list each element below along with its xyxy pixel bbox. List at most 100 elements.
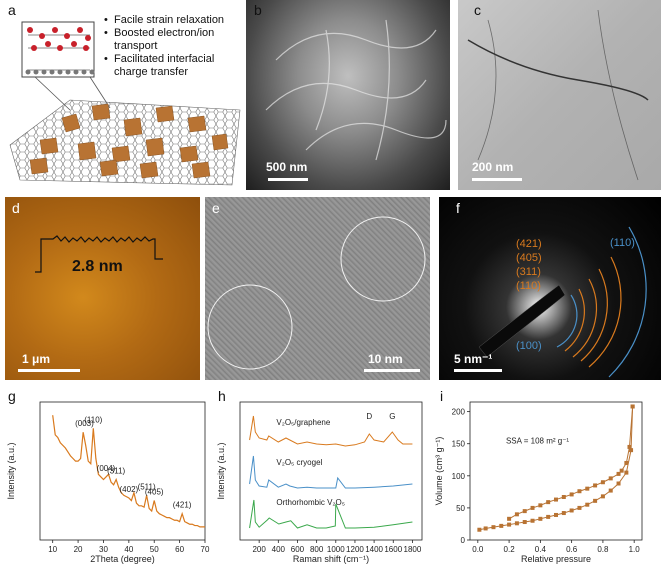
- raman-chart: 200 400 600 800 1000 1200 1400 1600 1800 V₂O₅/gra…: [216, 401, 423, 564]
- isotherm-point: [507, 522, 512, 527]
- x-tick-label: 10: [48, 545, 57, 554]
- isotherm-point: [477, 527, 482, 532]
- y-tick-label: 100: [452, 472, 466, 481]
- x-tick-label: 50: [150, 545, 159, 554]
- isotherm-point: [619, 468, 624, 473]
- peak-label: (003): [75, 419, 94, 428]
- x-axis-label: Raman shift (cm⁻¹): [293, 554, 369, 564]
- isotherm-point: [538, 503, 543, 508]
- xrd-line: [52, 415, 205, 528]
- ring-label: (421): [516, 238, 542, 250]
- isotherm-point: [491, 525, 496, 530]
- peak-label: (110): [84, 415, 102, 424]
- isotherm-point: [522, 520, 527, 525]
- raman-series-line: [249, 455, 413, 489]
- scale-bar-label: 10 nm: [368, 352, 403, 366]
- peak-label: (405): [145, 488, 164, 497]
- ring-label: (110): [610, 237, 635, 249]
- panel-f-label: f: [456, 200, 460, 216]
- y-tick-label: 50: [456, 504, 465, 513]
- isotherm-point: [514, 521, 519, 526]
- isotherm-point: [569, 508, 574, 513]
- xrd-chart: 10 20 30 40 50 60 70(003)(110)(004)(311)(402)(…: [6, 401, 210, 564]
- panel-b-label: b: [254, 2, 262, 18]
- series-label: V₂O₅/graphene: [276, 418, 330, 427]
- x-tick-label: 1800: [404, 545, 422, 554]
- isotherm-point: [629, 448, 634, 453]
- y-axis-label: Intensity (a.u.): [6, 442, 16, 499]
- ring-label: (311): [516, 266, 541, 278]
- isotherm-point: [577, 505, 582, 510]
- isotherm-point: [608, 476, 613, 481]
- isotherm-point: [507, 516, 512, 521]
- x-tick-label: 1000: [327, 545, 345, 554]
- y-axis-label: Intensity (a.u.): [216, 442, 226, 499]
- isotherm-line: [508, 406, 634, 520]
- isotherm-point: [616, 481, 621, 486]
- bullet-item: Facile strain relaxation: [104, 14, 244, 27]
- scale-bar: [18, 369, 80, 372]
- x-tick-label: 0.8: [597, 545, 609, 554]
- isotherm-point: [530, 505, 535, 510]
- peak-label: (421): [173, 501, 192, 510]
- x-tick-label: 30: [99, 545, 108, 554]
- isotherm-point: [561, 511, 566, 516]
- isotherm-point: [600, 480, 605, 485]
- isotherm-point: [546, 514, 551, 519]
- isotherm-point: [630, 404, 635, 409]
- isotherm-point: [593, 498, 598, 503]
- afm-image: [5, 197, 200, 380]
- band-label: G: [389, 412, 395, 421]
- scale-bar: [454, 369, 502, 372]
- band-label: D: [366, 412, 372, 421]
- raman-series-line: [249, 499, 413, 529]
- panel-e-label: e: [212, 200, 220, 216]
- x-tick-label: 1400: [365, 545, 383, 554]
- panel-c-label: c: [474, 2, 481, 18]
- isotherm-point: [624, 460, 629, 465]
- ring-label: (110): [516, 280, 541, 292]
- isotherm-point: [577, 489, 582, 494]
- hrtem-image: [205, 197, 430, 380]
- isotherm-point: [483, 526, 488, 531]
- y-axis-label: Volume (cm³ g⁻¹): [434, 437, 444, 506]
- isotherm-point: [499, 523, 504, 528]
- isotherm-point: [608, 488, 613, 493]
- ssa-annotation: SSA = 108 m² g⁻¹: [506, 437, 569, 446]
- peak-label: (311): [107, 467, 125, 476]
- panel-i-label: i: [440, 388, 444, 404]
- orange-ring-labels: (421) (405) (311) (110): [516, 237, 542, 293]
- bullet-item: Boosted electron/ion transport: [104, 27, 244, 53]
- panel-g-label: g: [8, 388, 16, 404]
- x-tick-label: 0.0: [472, 545, 484, 554]
- panel-d-label: d: [12, 200, 20, 216]
- panel-a-schematic: [9, 21, 241, 186]
- x-tick-label: 200: [252, 545, 266, 554]
- isotherm-point: [585, 502, 590, 507]
- isotherm-point: [554, 512, 558, 517]
- x-tick-label: 1.0: [629, 545, 641, 554]
- x-tick-label: 400: [272, 545, 286, 554]
- y-tick-label: 0: [461, 536, 466, 545]
- peak-label: (004): [97, 464, 116, 473]
- x-tick-label: 1600: [384, 545, 402, 554]
- peak-label: (511): [138, 482, 156, 491]
- scale-bar-label: 200 nm: [472, 160, 514, 174]
- ring-label: (100): [516, 340, 542, 352]
- x-tick-label: 600: [291, 545, 305, 554]
- isotherm-point: [585, 486, 590, 491]
- x-axis-label: 2Theta (degree): [90, 554, 155, 564]
- scale-bar-label: 500 nm: [266, 160, 308, 174]
- isotherm-point: [627, 444, 632, 449]
- peak-label: (402): [120, 485, 139, 494]
- x-tick-label: 60: [175, 545, 184, 554]
- scale-bar: [268, 178, 308, 181]
- isotherm-point: [569, 492, 574, 497]
- isotherm-point: [530, 518, 535, 523]
- isotherm-point: [616, 471, 621, 476]
- v2o5-flakes: [29, 103, 229, 179]
- plot-frame: [239, 401, 423, 541]
- isotherm-line: [479, 406, 634, 531]
- bet-chart: 0.0 0.2 0.4 0.6 0.8 1.0 0 50 100 150 200 SSA = 108 …: [434, 401, 643, 564]
- isotherm-point: [546, 500, 551, 505]
